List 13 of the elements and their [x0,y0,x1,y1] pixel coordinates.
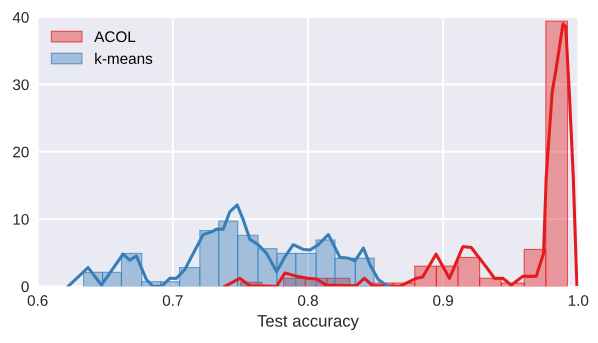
x-tick-label: 0.7 [162,295,183,306]
x-axis-title: Test accuracy [257,315,359,330]
y-tick-label: 30 [12,79,29,90]
y-tick-label: 10 [14,214,29,225]
legend-label: ACOL [94,31,136,42]
x-tick-label: 0.6 [28,295,48,306]
y-tick-label: 0 [21,281,29,292]
y-tick-label: 40 [12,12,29,23]
x-tick-label: 0.9 [433,295,454,306]
y-tick-label: 20 [13,146,29,158]
x-tick-label: 1.0 [568,295,588,306]
x-tick-label: 0.8 [298,295,318,306]
legend-label: k-means [95,52,152,64]
